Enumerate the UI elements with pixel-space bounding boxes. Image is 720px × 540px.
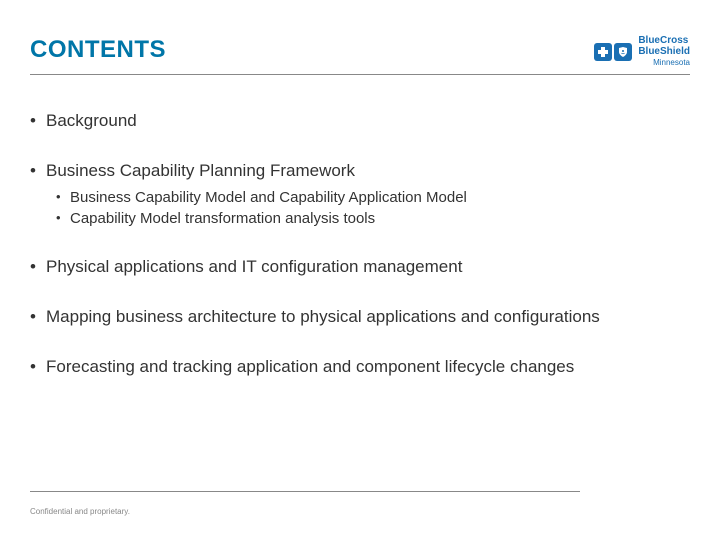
footer-text: Confidential and proprietary. — [30, 507, 130, 516]
logo-text: BlueCross BlueShield Minnesota — [638, 36, 690, 67]
bullet-text: Business Capability Planning Framework — [46, 161, 355, 180]
slide: CONTENTS BlueCross BlueShield Minnesota … — [0, 0, 720, 540]
logo-line1: BlueCross — [638, 36, 690, 47]
sub-bullet-item: Capability Model transformation analysis… — [56, 210, 690, 227]
bullet-text: Physical applications and IT configurati… — [46, 257, 462, 276]
bullet-item: Background — [30, 111, 690, 131]
sub-bullet-item: Business Capability Model and Capability… — [56, 189, 690, 206]
sub-bullet-text: Capability Model transformation analysis… — [70, 210, 375, 227]
bullet-item: Mapping business architecture to physica… — [30, 307, 690, 327]
bullet-text: Forecasting and tracking application and… — [46, 357, 574, 376]
brand-logo: BlueCross BlueShield Minnesota — [586, 36, 690, 67]
bullet-item: Forecasting and tracking application and… — [30, 357, 690, 377]
logo-line2: BlueShield — [638, 47, 690, 58]
logo-sub: Minnesota — [638, 59, 690, 67]
bullet-text: Background — [46, 111, 137, 130]
sub-bullet-text: Business Capability Model and Capability… — [70, 189, 467, 206]
bullet-item: Physical applications and IT configurati… — [30, 257, 690, 277]
logo-emblems — [594, 43, 632, 61]
bullet-item: Business Capability Planning Framework B… — [30, 161, 690, 227]
content-area: Background Business Capability Planning … — [30, 111, 690, 377]
shield-icon — [614, 43, 632, 61]
bullet-text: Mapping business architecture to physica… — [46, 307, 600, 326]
cross-icon — [594, 43, 612, 61]
header-rule — [30, 74, 690, 75]
footer-rule — [30, 491, 580, 492]
sub-bullet-list: Business Capability Model and Capability… — [46, 189, 690, 227]
header: CONTENTS BlueCross BlueShield Minnesota — [30, 36, 690, 75]
bullet-list: Background Business Capability Planning … — [30, 111, 690, 377]
